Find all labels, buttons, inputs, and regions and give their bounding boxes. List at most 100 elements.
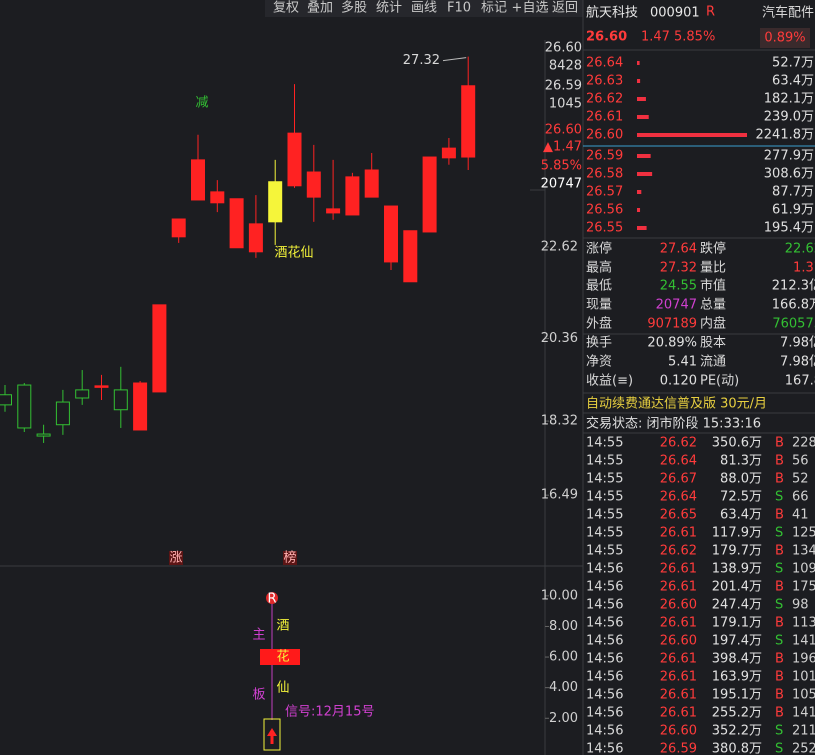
book-price: 26.64 [586,56,623,71]
book-volume-bar [637,97,646,101]
annotation: 酒花仙 [274,245,313,261]
trade-time: 14:56 [586,670,623,685]
trade-count: 105 [792,688,815,703]
trade-volume: 138.9万 [712,562,762,577]
tag-box [169,551,183,565]
trade-time: 14:56 [586,724,623,739]
candle-body [75,389,90,399]
book-price: 26.58 [586,167,623,182]
book-volume: 239.0万 [764,110,814,125]
y-tick-label: 22.62 [541,239,578,254]
high-label: 27.32 [403,53,440,68]
candle-body [113,389,128,411]
book-price: 26.63 [586,74,623,89]
book-price: 26.57 [586,185,623,200]
stat-label: 股本 [700,336,726,351]
candle-body [36,433,51,437]
trade-side: B [775,454,784,469]
trade-volume: 201.4万 [712,580,762,595]
axis-readout: 8428 [549,59,582,74]
sector-pct: 0.89% [764,31,805,46]
book-price: 26.62 [586,92,623,107]
toolbar-button: 叠加 [307,1,333,16]
stat-label: 市值 [700,278,726,294]
stat-value: 7.98亿 [780,355,815,370]
book-price: 26.56 [586,203,623,218]
trade-price: 26.61 [660,670,697,685]
trade-side: S [775,526,783,541]
y-tick-label: 2.00 [549,711,578,726]
candle-body [94,385,109,388]
trade-time: 14:56 [586,634,623,649]
stat-label: 外盘 [586,316,612,332]
book-volume-bar [637,133,747,137]
trade-price: 26.64 [660,490,697,505]
trade-price: 26.61 [660,526,697,541]
stat-value: 0.120 [660,374,697,389]
trade-volume: 352.2万 [712,724,762,739]
stat-value: 907189 [647,317,697,332]
stat-label: 量比 [700,261,726,276]
trade-price: 26.65 [660,508,697,523]
trade-volume: 195.1万 [712,688,762,703]
y-tick-label: 4.00 [549,680,578,695]
trade-time: 14:55 [586,526,623,541]
axis-readout: 26.59 [545,79,582,94]
trade-count: 134 [792,544,815,559]
signal-arrow [267,728,277,744]
candle-body [441,147,456,159]
axis-readout: ▲1.47 [543,140,582,155]
signal-box [263,718,281,751]
axis-readout: 20747 [541,177,582,192]
stat-label: 换手 [586,336,612,351]
book-volume-bar [637,226,647,230]
trade-price: 26.62 [660,436,697,451]
trade-volume: 350.6万 [712,436,762,451]
candle-body [17,384,32,429]
trade-count: 175 [792,580,815,595]
stat-label: 跌停 [700,241,726,257]
indicator-char: 酒 [276,619,289,634]
trade-volume: 81.3万 [720,454,762,469]
trade-count: 109 [792,562,815,577]
sector-pct-box [760,28,810,48]
trade-count: 141 [792,706,815,721]
trade-side: S [775,598,783,613]
book-price: 26.60 [586,128,623,143]
indicator-char: 板 [252,688,265,703]
book-volume-bar [637,190,642,194]
book-price: 26.55 [586,221,623,236]
stat-value: 24.55 [660,279,697,294]
toolbar-button: 标记 [481,1,507,16]
tag: 涨 [169,551,182,566]
candle-body [133,382,148,431]
trade-time: 14:56 [586,598,623,613]
candle-body [326,208,341,214]
y-tick-label: 10.00 [541,588,578,603]
stat-value: 212.3亿 [772,279,815,294]
trade-count: 66 [792,490,809,505]
candle-body [171,218,186,238]
trade-side: B [775,508,784,523]
stat-label: PE(动) [700,374,739,389]
candle-body [461,85,476,158]
book-volume-bar [637,61,640,65]
trade-side: B [775,652,784,667]
stat-label: 最高 [586,260,612,276]
indicator-char: 花 [276,649,289,665]
trade-volume: 163.9万 [712,670,762,685]
book-price: 26.61 [586,110,623,125]
y-tick-label: 20.36 [541,331,578,346]
change: 1.47 [641,30,670,45]
trade-volume: 380.8万 [712,742,762,755]
candle-body [248,223,263,253]
trade-side: B [775,706,784,721]
stat-value: 20747 [656,298,697,313]
trade-volume: 63.4万 [720,508,762,523]
stat-value: 27.64 [660,242,697,257]
stat-label: 最低 [586,279,612,294]
toolbar-button: 返回 [552,1,578,16]
y-tick-label: 6.00 [549,650,578,665]
candle-body [191,159,205,201]
book-volume-bar [637,208,641,212]
